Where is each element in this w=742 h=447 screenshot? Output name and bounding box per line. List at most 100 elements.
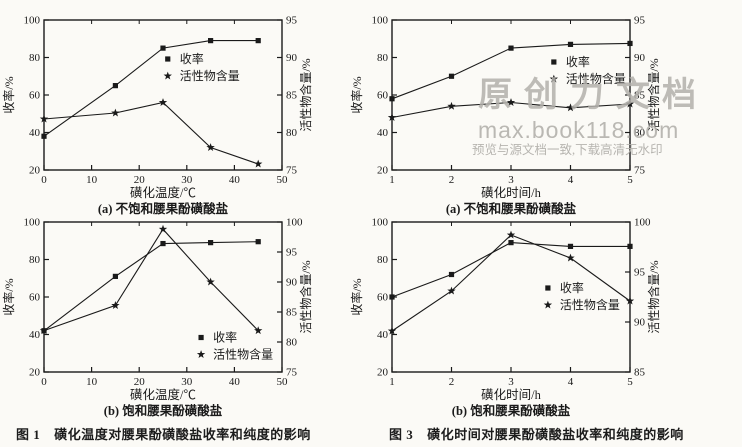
svg-text:80: 80 [377,254,389,266]
svg-text:60: 60 [29,90,41,102]
x-axis-label: 磺化温度/℃ [130,387,196,402]
svg-text:100: 100 [24,15,41,27]
svg-text:40: 40 [229,376,241,388]
x-axis: 0 10 20 30 40 50 [41,222,288,388]
svg-text:80: 80 [286,337,298,349]
svg-text:100: 100 [634,217,651,229]
svg-text:10: 10 [86,376,98,388]
chart-temperature-saturated: 0 10 20 30 40 50 20 40 60 80 100 75 80 85 90 95 100 收率/% 活… [0,212,344,420]
svg-text:20: 20 [29,165,41,177]
plot-frame [391,19,631,171]
svg-text:95: 95 [634,267,646,279]
x-axis-label: 磺化温度/℃ [130,185,196,200]
svg-text:4: 4 [568,174,574,186]
figure3-text: 磺化时间对腰果酚磺酸盐收率和纯度的影响 [427,427,684,442]
svg-text:5: 5 [627,376,633,388]
y-axis-right-label: 活性物含量/% [646,260,661,333]
svg-text:75: 75 [634,165,646,177]
svg-text:90: 90 [634,317,646,329]
y-axis-left: 20 40 60 80 100 [24,15,49,177]
svg-text:0: 0 [41,174,47,186]
svg-text:95: 95 [286,247,298,259]
legend-label-active: 活性物含量 [566,71,626,86]
chart-svg: 1 2 3 4 5 20 40 60 80 100 85 90 95 100 收率/% 活性物含量/% 磺化时间… [349,217,661,419]
chart-svg: 0 10 20 30 40 50 20 40 60 80 100 75 80 85 90 95 收率/% 活性物含… [1,15,313,217]
x-axis: 1 2 3 4 5 [389,20,633,186]
svg-text:40: 40 [377,127,389,139]
svg-text:3: 3 [508,174,514,186]
svg-text:85: 85 [634,90,646,102]
legend-label-yield: 收率 [213,330,237,345]
svg-text:100: 100 [372,217,389,229]
figure1-label: 图 1 [16,427,41,442]
yield-series [41,38,261,139]
y-axis-right: 85 90 95 100 [625,217,651,379]
svg-text:60: 60 [377,90,389,102]
y-axis-left-label: 收率/% [349,278,364,315]
y-axis-left-label: 收率/% [349,76,364,113]
legend-label-yield: 收率 [560,280,584,295]
svg-text:2: 2 [449,376,455,388]
y-axis-right-label: 活性物含量/% [646,58,661,131]
figure1-caption: 图 1 磺化温度对腰果酚磺酸盐收率和纯度的影响 [16,424,311,443]
panel-caption: (b) 饱和腰果酚磺酸盐 [104,403,223,418]
svg-text:20: 20 [134,376,146,388]
svg-text:80: 80 [286,127,298,139]
chart-svg: 0 10 20 30 40 50 20 40 60 80 100 75 80 85 90 95 100 收率/% 活… [1,217,313,419]
svg-text:1: 1 [389,376,395,388]
x-axis: 0 10 20 30 40 50 [41,20,288,186]
figure3-caption: 图 3 磺化时间对腰果酚磺酸盐收率和纯度的影响 [389,424,684,443]
svg-text:30: 30 [181,376,193,388]
panel-caption: (b) 饱和腰果酚磺酸盐 [452,403,571,418]
svg-text:20: 20 [29,367,41,379]
chart-time-unsaturated: 1 2 3 4 5 20 40 60 80 100 75 80 85 90 95 收率/% 活性物含量/% 磺化时… [348,10,692,218]
x-axis-label: 磺化时间/h [481,186,541,200]
svg-text:85: 85 [286,90,298,102]
y-axis-left: 20 40 60 80 100 [372,15,397,177]
y-axis-left-label: 收率/% [1,278,16,315]
svg-text:100: 100 [286,217,303,229]
svg-text:80: 80 [634,127,646,139]
svg-text:95: 95 [634,15,646,27]
svg-text:40: 40 [377,329,389,341]
svg-text:30: 30 [181,174,193,186]
y-axis-right-label: 活性物含量/% [298,260,313,333]
y-axis-right: 75 80 85 90 95 [277,15,298,177]
legend-label-active: 活性物含量 [560,297,620,312]
y-axis-left: 20 40 60 80 100 [372,217,397,379]
y-axis-right: 75 80 85 90 95 [625,15,646,177]
yield-series [389,40,633,102]
svg-text:60: 60 [377,292,389,304]
active-content-series [39,224,263,335]
active-content-series [387,230,635,335]
svg-text:50: 50 [277,174,289,186]
svg-text:40: 40 [229,174,241,186]
y-axis-right: 75 80 85 90 95 100 [277,217,303,379]
panel-caption: (a) 不饱和腰果酚磺酸盐 [98,201,229,216]
svg-text:90: 90 [286,52,298,64]
legend-label-yield: 收率 [566,54,590,69]
figure1-text: 磺化温度对腰果酚磺酸盐收率和纯度的影响 [54,427,311,442]
svg-text:4: 4 [568,376,574,388]
legend-label-active: 活性物含量 [213,347,273,362]
svg-text:75: 75 [286,367,298,379]
svg-text:20: 20 [377,165,389,177]
svg-text:80: 80 [29,254,41,266]
chart-temperature-unsaturated: 0 10 20 30 40 50 20 40 60 80 100 75 80 85 90 95 收率/% 活性物含… [0,10,344,218]
svg-text:90: 90 [634,52,646,64]
yield-series [41,239,261,334]
y-axis-left-label: 收率/% [1,76,16,113]
y-axis-right-label: 活性物含量/% [298,58,313,131]
svg-text:50: 50 [277,376,289,388]
legend-label-yield: 收率 [180,51,204,66]
y-axis-left: 20 40 60 80 100 [24,217,49,379]
active-content-series [387,98,635,122]
chart-time-saturated: 1 2 3 4 5 20 40 60 80 100 85 90 95 100 收率/% 活性物含量/% 磺化时间… [348,212,692,420]
svg-text:3: 3 [508,376,514,388]
chart-svg: 1 2 3 4 5 20 40 60 80 100 75 80 85 90 95 收率/% 活性物含量/% 磺化时… [349,15,661,217]
